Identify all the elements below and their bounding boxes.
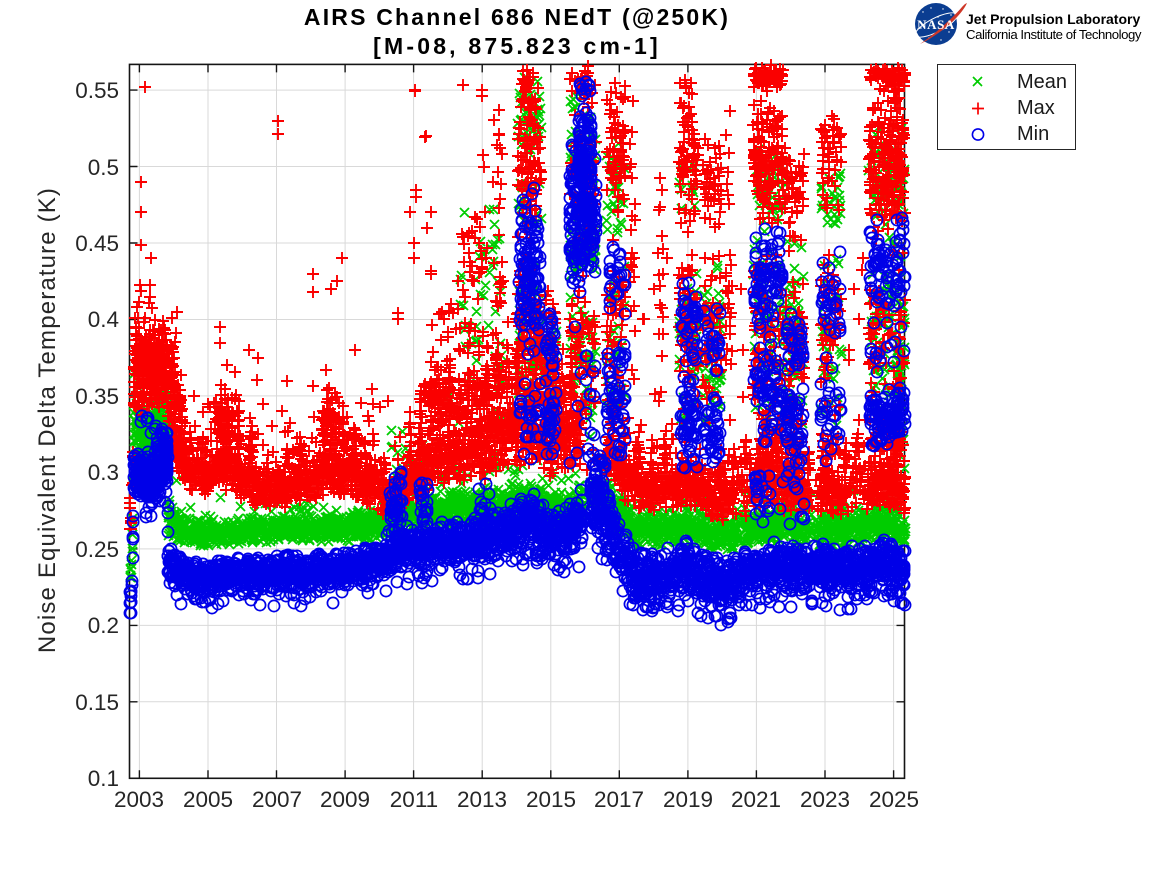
svg-text:NASA: NASA [917, 17, 955, 32]
